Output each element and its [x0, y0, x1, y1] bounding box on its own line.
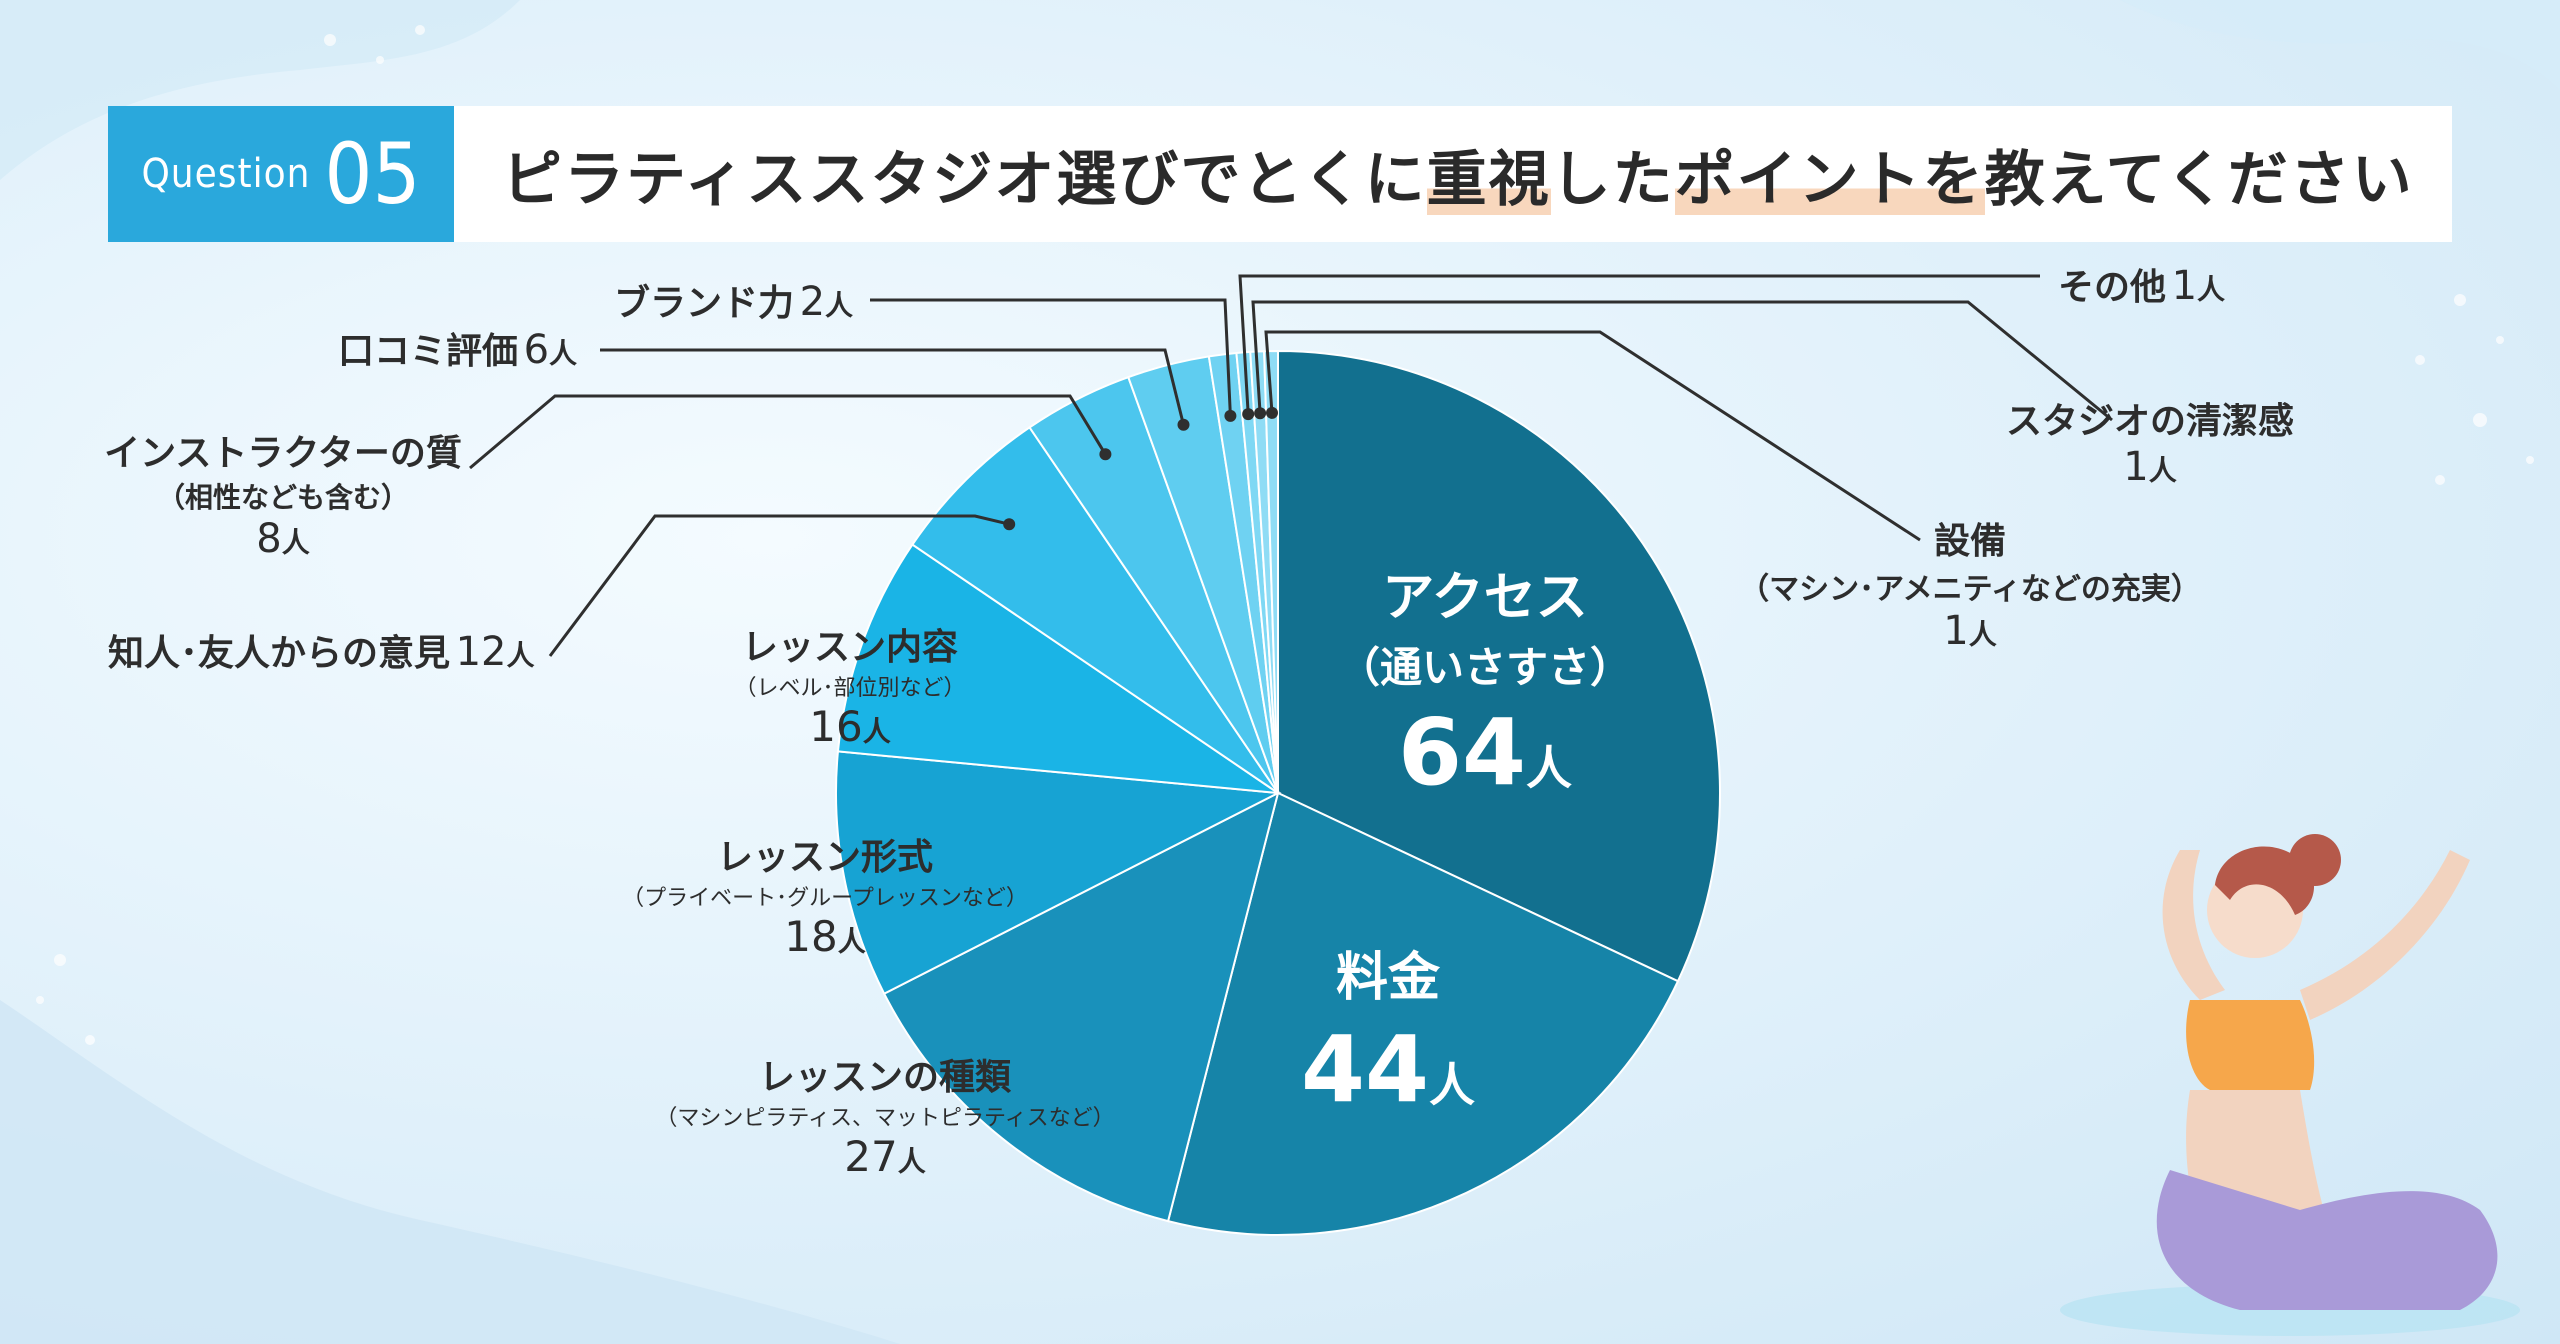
question-title: ピラティススタジオ選びでとくに重視したポイントを教えてください [502, 131, 2414, 218]
value-lesson-type: 27 [844, 1132, 898, 1181]
value-friends: 12 [455, 629, 507, 675]
label-lesson-format-value: 18人 [622, 912, 1028, 961]
label-fee: 料金 44人 [1301, 935, 1475, 1123]
label-access: アクセス （通いさすさ） 64人 [1338, 555, 1632, 806]
label-lesson-content-sub: （レベル･部位別など） [734, 676, 966, 701]
value-access: 64 [1397, 699, 1527, 806]
label-friends: 知人･友人からの意見 12人 [108, 624, 535, 676]
label-facilities-value: 1人 [1739, 608, 2201, 654]
leader-line-7 [600, 348, 1185, 426]
label-brand-name: ブランド力 [614, 283, 795, 324]
unit-brand: 人 [825, 289, 854, 322]
label-brand: ブランド力 2人 [614, 274, 853, 326]
label-instructor-name: インストラクターの質 [104, 433, 462, 474]
label-reviews: 口コミ評価 6人 [338, 322, 577, 374]
question-word: Question [141, 151, 311, 197]
title-part-4: ポイント [1674, 144, 1923, 215]
label-instructor-sub: （相性なども含む） [156, 481, 409, 514]
leader-line-11 [1264, 330, 1921, 542]
title-part-1: ピラティススタジオ選びでとくに [502, 144, 1427, 215]
leader-dot-10 [1254, 407, 1267, 420]
label-lesson-format-name: レッスン形式 [716, 837, 933, 878]
label-lesson-type-name: レッスンの種類 [758, 1057, 1011, 1098]
label-cleanliness: スタジオの清潔感 1人 [2006, 392, 2294, 490]
title-part-6: 教えてください [1984, 144, 2414, 215]
value-instructor: 8 [256, 516, 282, 562]
pie-slice-11 [1263, 349, 1279, 794]
value-reviews: 6 [523, 327, 550, 373]
leader-dot-11 [1266, 406, 1278, 419]
question-title-bar: ピラティススタジオ選びでとくに重視したポイントを教えてください [454, 106, 2452, 242]
pie-slice-3 [835, 750, 1282, 996]
unit-lesson-content: 人 [862, 715, 891, 748]
label-facilities: 設備 （マシン･アメニティなどの充実） 1人 [1739, 512, 2201, 654]
leader-line-8 [870, 298, 1232, 416]
unit-lesson-type: 人 [897, 1145, 926, 1178]
pie-slice-0 [1277, 349, 1721, 983]
leader-line-10 [1251, 300, 2113, 422]
leader-dot-5 [1003, 518, 1016, 531]
label-cleanliness-name: スタジオの清潔感 [2005, 401, 2295, 442]
value-other: 1 [2171, 263, 2198, 309]
value-fee: 44 [1300, 1016, 1430, 1123]
question-badge: Question 05 [108, 106, 454, 242]
value-lesson-content: 16 [809, 702, 863, 751]
label-facilities-name: 設備 [1933, 521, 2007, 562]
label-fee-name: 料金 [1335, 948, 1440, 1008]
label-access-name: アクセス [1382, 568, 1588, 628]
label-cleanliness-value: 1人 [2006, 444, 2294, 490]
unit-lesson-format: 人 [837, 925, 866, 958]
label-access-sub: （通いさすさ） [1337, 643, 1633, 692]
unit-facilities: 人 [1968, 618, 1997, 651]
label-lesson-type: レッスンの種類 （マシンピラティス、マットピラティスなど） 27人 [655, 1048, 1114, 1181]
label-instructor: インストラクターの質 （相性なども含む） 8人 [104, 424, 462, 562]
leader-dot-7 [1177, 418, 1190, 431]
label-facilities-sub: （マシン･アメニティなどの充実） [1739, 572, 2201, 607]
label-lesson-format-sub: （プライベート･グループレッスンなど） [622, 886, 1028, 911]
label-reviews-name: 口コミ評価 [338, 331, 519, 372]
label-lesson-content-name: レッスン内容 [741, 627, 959, 668]
pie-slice-1 [1166, 791, 1680, 1236]
label-lesson-type-value: 27人 [655, 1132, 1114, 1181]
pie-slice-2 [882, 791, 1280, 1223]
leader-dot-6 [1099, 448, 1112, 461]
yoga-figure-illustration [2060, 834, 2520, 1336]
title-part-2: 重視 [1426, 144, 1551, 215]
value-brand: 2 [799, 279, 826, 325]
leader-line-9 [1238, 274, 2040, 415]
unit-other: 人 [2197, 273, 2226, 306]
label-lesson-content-value: 16人 [734, 702, 965, 751]
label-instructor-value: 8人 [104, 516, 462, 562]
title-part-5: を [1922, 144, 1985, 215]
title-part-3: した [1550, 144, 1675, 215]
unit-access: 人 [1526, 741, 1573, 795]
label-lesson-content: レッスン内容 （レベル･部位別など） 16人 [734, 618, 965, 751]
label-other-name: その他 [2058, 267, 2167, 308]
value-cleanliness: 1 [2123, 444, 2149, 490]
unit-reviews: 人 [549, 337, 578, 370]
leader-dot-8 [1224, 409, 1237, 422]
label-lesson-format: レッスン形式 （プライベート･グループレッスンなど） 18人 [622, 828, 1028, 961]
unit-cleanliness: 人 [2148, 454, 2177, 487]
value-facilities: 1 [1943, 608, 1969, 654]
question-number: 05 [324, 125, 421, 223]
label-lesson-type-sub: （マシンピラティス、マットピラティスなど） [655, 1106, 1115, 1131]
leader-line-5 [548, 514, 1010, 657]
pie-slice-5 [911, 426, 1279, 794]
label-access-value: 64人 [1338, 699, 1632, 806]
label-other: その他 1人 [2058, 258, 2225, 310]
leader-line-6 [469, 394, 1107, 470]
unit-friends: 人 [506, 639, 535, 672]
value-lesson-format: 18 [784, 912, 838, 961]
pie-slice-4 [836, 543, 1279, 794]
unit-fee: 人 [1429, 1058, 1476, 1112]
unit-instructor: 人 [281, 526, 310, 559]
label-friends-name: 知人･友人からの意見 [108, 633, 451, 674]
leader-dot-9 [1242, 408, 1255, 421]
label-fee-value: 44人 [1301, 1016, 1475, 1123]
